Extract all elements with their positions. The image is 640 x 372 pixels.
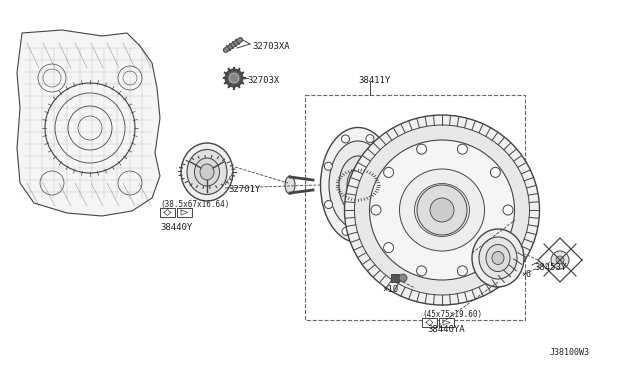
Circle shape: [417, 144, 427, 154]
Ellipse shape: [195, 158, 220, 186]
Ellipse shape: [187, 150, 227, 195]
Text: (38.5x67x16.64): (38.5x67x16.64): [160, 200, 229, 209]
Ellipse shape: [285, 176, 295, 194]
Circle shape: [383, 167, 394, 177]
Ellipse shape: [486, 244, 510, 272]
Bar: [160, 208, 175, 217]
Ellipse shape: [347, 168, 369, 202]
Ellipse shape: [329, 141, 387, 229]
Ellipse shape: [399, 169, 484, 251]
Circle shape: [430, 198, 454, 222]
Ellipse shape: [472, 229, 524, 287]
Text: 38440YA: 38440YA: [427, 325, 465, 334]
Circle shape: [383, 243, 394, 253]
Bar: [391, 274, 399, 282]
Circle shape: [225, 69, 243, 87]
Circle shape: [367, 227, 374, 235]
Ellipse shape: [339, 156, 377, 214]
Circle shape: [324, 201, 333, 209]
Text: 38453Y: 38453Y: [534, 263, 566, 272]
Ellipse shape: [181, 143, 233, 201]
Ellipse shape: [353, 177, 363, 192]
Text: 32703XA: 32703XA: [252, 42, 290, 51]
Ellipse shape: [200, 164, 214, 180]
Circle shape: [490, 167, 500, 177]
Circle shape: [371, 205, 381, 215]
Circle shape: [366, 135, 374, 142]
Circle shape: [342, 135, 349, 143]
Bar: [439, 318, 454, 327]
Circle shape: [383, 161, 392, 170]
Text: 38440Y: 38440Y: [160, 223, 192, 232]
Ellipse shape: [369, 140, 515, 280]
Bar: [305, 95, 525, 320]
Bar: [177, 208, 192, 217]
Circle shape: [556, 256, 564, 264]
Circle shape: [229, 73, 239, 83]
Ellipse shape: [344, 115, 540, 305]
Text: ×6: ×6: [521, 270, 531, 279]
Ellipse shape: [479, 237, 517, 279]
Text: ×10: ×10: [382, 285, 398, 294]
Circle shape: [417, 266, 427, 276]
Circle shape: [399, 274, 407, 282]
Circle shape: [551, 251, 569, 269]
Ellipse shape: [321, 128, 396, 243]
Text: 32703X: 32703X: [247, 76, 279, 85]
Text: (45x75x19.60): (45x75x19.60): [422, 310, 482, 319]
Circle shape: [324, 162, 332, 170]
Text: 32701Y: 32701Y: [228, 185, 260, 194]
Circle shape: [417, 185, 467, 235]
Circle shape: [490, 243, 500, 253]
Circle shape: [458, 144, 467, 154]
Ellipse shape: [355, 125, 529, 295]
Text: J38100W3: J38100W3: [550, 348, 590, 357]
Ellipse shape: [492, 251, 504, 264]
Ellipse shape: [415, 183, 470, 237]
Polygon shape: [17, 30, 160, 216]
Text: 38411Y: 38411Y: [358, 76, 390, 85]
Circle shape: [342, 227, 350, 235]
Circle shape: [458, 266, 467, 276]
Circle shape: [503, 205, 513, 215]
Bar: [422, 318, 437, 327]
Circle shape: [383, 200, 392, 208]
